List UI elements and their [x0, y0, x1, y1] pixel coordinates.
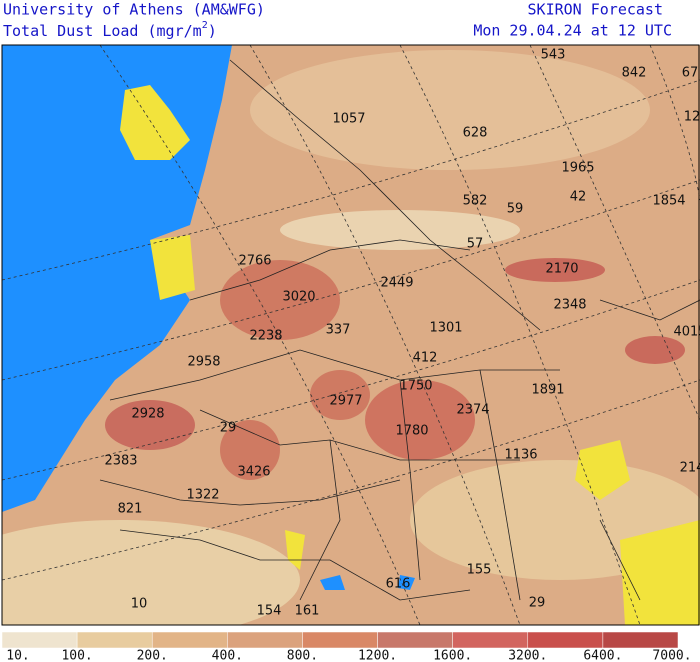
map-label: 337: [326, 323, 351, 338]
map-label: 1301: [429, 321, 462, 336]
heavy-dust: [625, 336, 685, 364]
map-label: 1136: [504, 448, 537, 463]
map-label: 842: [622, 66, 647, 81]
colorbar-label: 400.: [212, 649, 243, 662]
clean-air: [620, 520, 700, 625]
colorbar-label: 800.: [287, 649, 318, 662]
colorbar-label: 7000.: [652, 649, 691, 662]
map-label: 2170: [545, 262, 578, 277]
map-label: 2958: [187, 355, 220, 370]
map-label: 214: [680, 461, 700, 476]
map: 543 842 67 1057 628 12 1965 582 59 42 1854 57 2766 21…: [2, 45, 700, 625]
map-label: 1891: [531, 383, 564, 398]
map-label: 12: [684, 110, 700, 125]
map-label: 2374: [456, 403, 489, 418]
colorbar-swatch: [151, 631, 228, 649]
map-label: 155: [467, 563, 492, 578]
colorbar-swatch: [527, 631, 604, 649]
map-label: 412: [413, 351, 438, 366]
map-label: 1780: [395, 424, 428, 439]
map-label: 821: [118, 502, 143, 517]
clean-air: [575, 440, 630, 500]
map-labels: 543 842 67 1057 628 12 1965 582 59 42 1854 57 2766 21…: [104, 48, 700, 619]
heavy-dust: [365, 380, 475, 460]
field-close: ): [208, 22, 217, 40]
colorbar-swatch: [602, 631, 679, 649]
map-label: 1854: [652, 194, 685, 209]
map-label: 2766: [238, 254, 271, 269]
map-label: 2928: [131, 407, 164, 422]
iberia-coast: [150, 235, 195, 300]
map-label: 29: [529, 596, 546, 611]
map-label: 1965: [561, 161, 594, 176]
colorbar-label: 10.: [6, 649, 29, 662]
field-superscript: 2: [202, 20, 208, 31]
colorbar-label: 200.: [137, 649, 168, 662]
field-title: Total Dust Load (mgr/m2): [3, 20, 217, 40]
map-label: 10: [131, 597, 148, 612]
colorbar-label: 6400.: [583, 649, 622, 662]
colorbar-label: 100.: [61, 649, 92, 662]
lake: [320, 575, 415, 590]
colorbar-swatch: [76, 631, 153, 649]
map-label: 3426: [237, 465, 270, 480]
heavy-dust: [105, 400, 195, 450]
map-label: 1750: [399, 379, 432, 394]
map-label: 161: [295, 604, 320, 619]
heavy-dust: [220, 260, 340, 340]
light-dust: [250, 50, 650, 170]
valid-time: Mon 29.04.24 at 12 UTC: [473, 22, 672, 40]
colorbar-label: 3200.: [508, 649, 547, 662]
light-dust: [2, 520, 300, 625]
ocean: [2, 45, 232, 512]
map-label: 67: [682, 66, 699, 81]
britain: [120, 85, 190, 160]
light-dust: [280, 210, 520, 250]
colorbar-swatch: [452, 631, 529, 649]
map-label: 2383: [104, 454, 137, 469]
map-label: 4015: [673, 325, 700, 340]
colorbar-swatch: [377, 631, 453, 649]
map-label: 628: [463, 126, 488, 141]
borders: [99, 59, 700, 601]
map-label: 154: [257, 604, 282, 619]
heavy-dust: [220, 420, 280, 480]
map-label: 2977: [329, 394, 362, 409]
map-label: 1322: [186, 488, 219, 503]
map-label: 543: [541, 48, 566, 63]
map-label: 1057: [332, 112, 365, 127]
colorbar-swatch: [1, 631, 78, 649]
colorbar-label: 1200.: [358, 649, 397, 662]
map-label: 29: [220, 421, 237, 436]
heavy-dust: [505, 258, 605, 282]
map-label: 57: [467, 237, 484, 252]
map-label: 582: [463, 194, 488, 209]
graticule: [2, 45, 700, 625]
institution: University of Athens (AM&WFG): [3, 1, 265, 19]
colorbar: 10. 100. 200. 400. 800. 1200. 1600. 3200. 6400. 7…: [1, 631, 692, 662]
product: SKIRON Forecast: [528, 1, 663, 19]
colorbar-swatch: [227, 631, 303, 649]
map-label: 2449: [380, 276, 413, 291]
map-label: 42: [570, 190, 587, 205]
heavy-dust: [310, 370, 370, 420]
map-label: 616: [386, 577, 411, 592]
map-frame: [1, 44, 700, 626]
map-label: 2238: [249, 329, 282, 344]
colorbar-label: 1600.: [433, 649, 472, 662]
map-label: 3020: [282, 290, 315, 305]
field: Total Dust Load (mgr/m: [3, 22, 202, 40]
colorbar-swatch: [302, 631, 378, 649]
map-label: 59: [507, 202, 524, 217]
map-label: 2348: [553, 298, 586, 313]
